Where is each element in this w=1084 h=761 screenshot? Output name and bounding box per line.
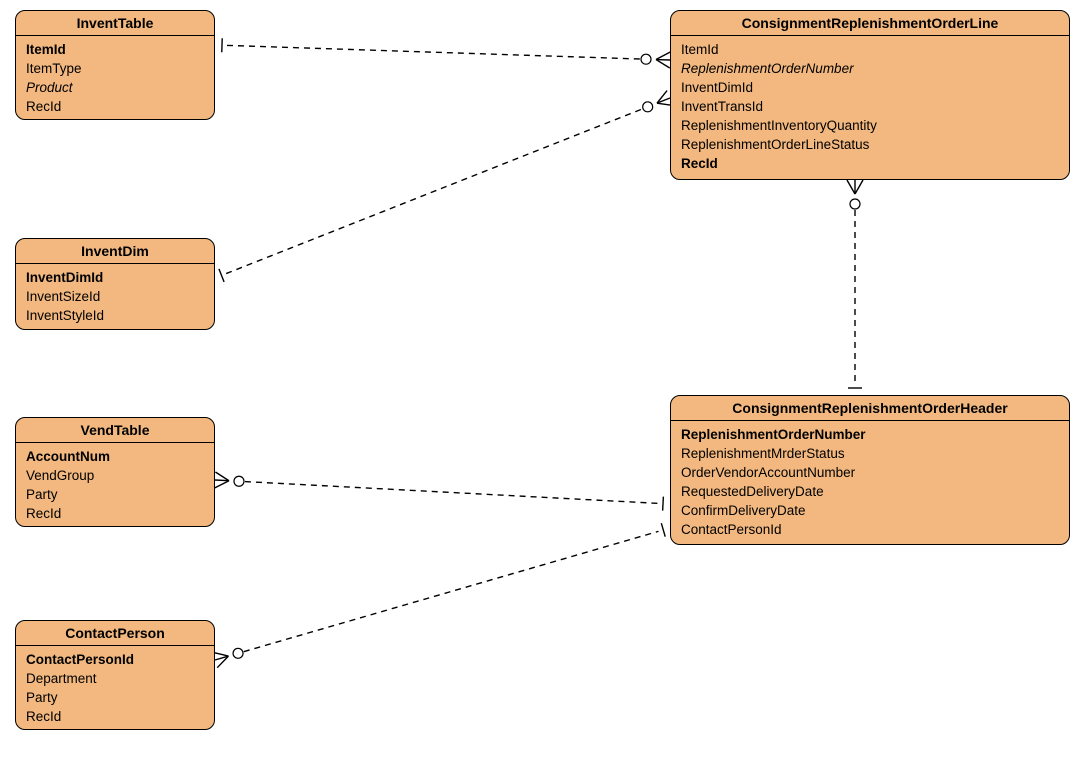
field: ReplenishmentMrderStatus (681, 444, 1059, 463)
entity-title: ContactPerson (16, 621, 214, 646)
entity-consignmentLine: ConsignmentReplenishmentOrderLineItemIdR… (670, 10, 1070, 180)
field: ItemId (26, 40, 204, 59)
field: RecId (26, 504, 204, 523)
field: ItemId (681, 40, 1059, 59)
field: InventDimId (681, 78, 1059, 97)
entity-inventTable: InventTableItemIdItemTypeProductRecId (15, 10, 215, 120)
edge-vendTable-to-header (215, 472, 664, 511)
field: ReplenishmentOrderNumber (681, 425, 1059, 444)
field: InventTransId (681, 97, 1059, 116)
edge-contactPerson-to-header (213, 523, 665, 667)
field: ReplenishmentOrderLineStatus (681, 135, 1059, 154)
field: ReplenishmentOrderNumber (681, 59, 1059, 78)
edge-inventTable-to-line (222, 38, 670, 68)
field: InventStyleId (26, 306, 204, 325)
entity-fields: ItemIdReplenishmentOrderNumberInventDimI… (671, 36, 1069, 179)
entity-title: VendTable (16, 418, 214, 443)
entity-vendTable: VendTableAccountNumVendGroupPartyRecId (15, 417, 215, 527)
entity-consignmentHeader: ConsignmentReplenishmentOrderHeaderReple… (670, 395, 1070, 545)
edge-inventDim-to-line (219, 91, 673, 282)
entity-title: ConsignmentReplenishmentOrderLine (671, 11, 1069, 36)
entity-fields: ItemIdItemTypeProductRecId (16, 36, 214, 120)
field: ReplenishmentInventoryQuantity (681, 116, 1059, 135)
field: RecId (26, 97, 204, 116)
field: VendGroup (26, 466, 204, 485)
field: ContactPersonId (26, 650, 204, 669)
field: AccountNum (26, 447, 204, 466)
entity-fields: ReplenishmentOrderNumberReplenishmentMrd… (671, 421, 1069, 545)
field: InventDimId (26, 268, 204, 287)
field: ConfirmDeliveryDate (681, 501, 1059, 520)
field: Party (26, 485, 204, 504)
field: InventSizeId (26, 287, 204, 306)
entity-contactPerson: ContactPersonContactPersonIdDepartmentPa… (15, 620, 215, 730)
field: ContactPersonId (681, 520, 1059, 539)
field: Party (26, 688, 204, 707)
entity-title: ConsignmentReplenishmentOrderHeader (671, 396, 1069, 421)
edge-line-to-header (847, 180, 863, 388)
entity-fields: AccountNumVendGroupPartyRecId (16, 443, 214, 527)
field: ItemType (26, 59, 204, 78)
entity-title: InventDim (16, 239, 214, 264)
field: RecId (26, 707, 204, 726)
entity-fields: ContactPersonIdDepartmentPartyRecId (16, 646, 214, 730)
field: RecId (681, 154, 1059, 173)
field: OrderVendorAccountNumber (681, 463, 1059, 482)
field: Product (26, 78, 204, 97)
entity-title: InventTable (16, 11, 214, 36)
entity-fields: InventDimIdInventSizeIdInventStyleId (16, 264, 214, 330)
field: RequestedDeliveryDate (681, 482, 1059, 501)
field: Department (26, 669, 204, 688)
entity-inventDim: InventDimInventDimIdInventSizeIdInventSt… (15, 238, 215, 330)
